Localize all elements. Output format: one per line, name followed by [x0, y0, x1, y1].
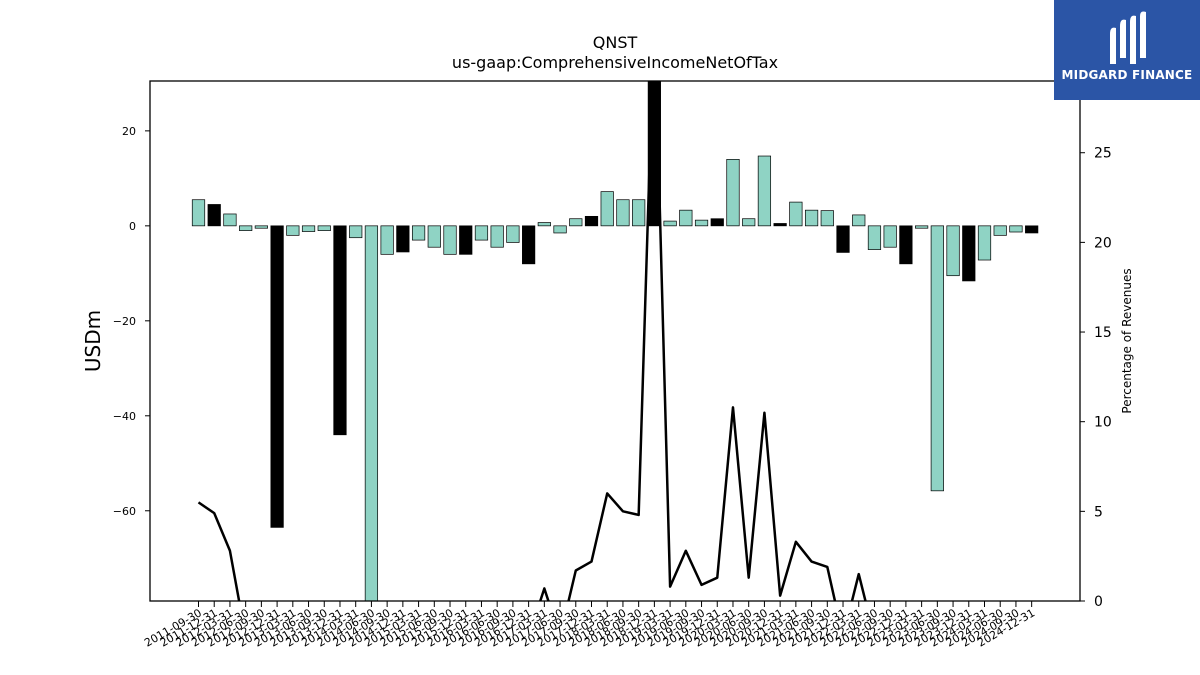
- bar-2011-09-30: [191, 199, 206, 227]
- bar-2013-12-31: [333, 225, 347, 436]
- y-right-tick-label: 20: [1094, 235, 1112, 251]
- bar-2022-06-30: [867, 225, 882, 250]
- bar-2024-09-30: [1009, 225, 1023, 233]
- chart-title: QNST: [593, 33, 638, 52]
- y-axis-label: USDm: [81, 310, 105, 372]
- line-percentage-of-revenues: [197, 81, 867, 601]
- y-right-tick-label: 5: [1094, 504, 1103, 520]
- bar-2021-09-30: [820, 210, 834, 227]
- chart-subtitle: us-gaap:ComprehensiveIncomeNetOfTax: [452, 53, 778, 72]
- bar-2011-12-31: [207, 204, 221, 227]
- bar-2017-06-30: [553, 225, 567, 234]
- bar-2017-03-31: [537, 222, 551, 227]
- bar-2022-03-31: [852, 214, 866, 227]
- bar-2022-09-30: [883, 225, 897, 248]
- bar-2014-03-31: [349, 225, 363, 239]
- bar-2023-09-30: [946, 225, 960, 277]
- y-tick-label: 20: [122, 125, 136, 138]
- bar-2020-06-30: [742, 218, 756, 227]
- bar-series: [191, 81, 1039, 601]
- y-axis-right-label: Percentage of Revenues: [1120, 268, 1134, 413]
- y-right-tick-label: 10: [1094, 415, 1112, 431]
- bar-2012-06-30: [239, 225, 253, 231]
- bar-2012-03-31: [223, 213, 237, 227]
- left-axis: 20 0 −20 −40 −60: [113, 125, 150, 518]
- y-right-tick-label: 0: [1094, 594, 1103, 610]
- bar-2015-09-30: [443, 225, 457, 255]
- bar-2023-12-31: [962, 225, 976, 282]
- bar-2012-09-30: [254, 225, 268, 229]
- bar-2021-06-30: [804, 209, 819, 227]
- y-right-tick-label: 15: [1094, 325, 1112, 341]
- bar-2024-12-31: [1025, 225, 1039, 234]
- bar-2013-03-31: [286, 225, 300, 236]
- bar-2020-12-31: [773, 223, 787, 227]
- right-axis: 0 5 10 15 20 25: [1080, 146, 1112, 610]
- bar-2017-12-31: [584, 215, 599, 227]
- bar-2013-06-30: [301, 225, 316, 232]
- y-tick-label: −20: [113, 315, 136, 328]
- line-series: [197, 81, 867, 601]
- bar-2023-03-31: [915, 225, 929, 229]
- bar-2016-09-30: [506, 225, 520, 243]
- bar-2017-09-30: [569, 218, 583, 227]
- bar-2013-09-30: [317, 225, 331, 231]
- x-axis: 2011-09-302011-12-312012-03-312012-06-30…: [142, 601, 1037, 650]
- bar-2019-09-30: [694, 219, 709, 227]
- bar-2018-06-30: [616, 199, 630, 227]
- bar-2022-12-31: [899, 225, 913, 265]
- bar-2015-12-31: [459, 225, 473, 255]
- plot-frame: [149, 80, 1081, 602]
- midgard-logo-icon: [1110, 11, 1146, 65]
- bar-2024-06-30: [993, 225, 1007, 236]
- bar-2014-06-30: [364, 225, 379, 601]
- bar-2019-12-31: [710, 218, 724, 227]
- bar-2019-03-31: [663, 220, 677, 227]
- bar-2020-09-30: [757, 155, 772, 227]
- bar-2024-03-31: [977, 225, 992, 261]
- bar-2016-12-31: [522, 225, 536, 265]
- y-tick-label: 0: [129, 220, 136, 233]
- bar-2021-03-31: [789, 201, 803, 227]
- y-tick-label: −40: [113, 410, 136, 423]
- bar-2018-09-30: [632, 199, 646, 227]
- bar-2014-12-31: [396, 225, 410, 253]
- bar-2018-03-31: [600, 191, 614, 227]
- bar-2012-12-31: [270, 225, 284, 528]
- logo-text: MIDGARD FINANCE: [1061, 68, 1193, 82]
- bar-2021-12-31: [836, 225, 850, 253]
- bar-2023-06-30: [930, 225, 944, 492]
- bar-2015-03-31: [411, 225, 426, 241]
- y-right-tick-label: 25: [1094, 146, 1112, 162]
- brand-logo: MIDGARD FINANCE: [1054, 0, 1200, 100]
- bar-2020-03-31: [726, 159, 740, 227]
- bar-2019-06-30: [679, 209, 693, 227]
- y-tick-label: −60: [113, 505, 136, 518]
- bar-2016-06-30: [490, 225, 504, 248]
- bar-2014-09-30: [380, 225, 394, 255]
- bar-2016-03-31: [474, 225, 489, 241]
- bar-2015-06-30: [427, 225, 441, 248]
